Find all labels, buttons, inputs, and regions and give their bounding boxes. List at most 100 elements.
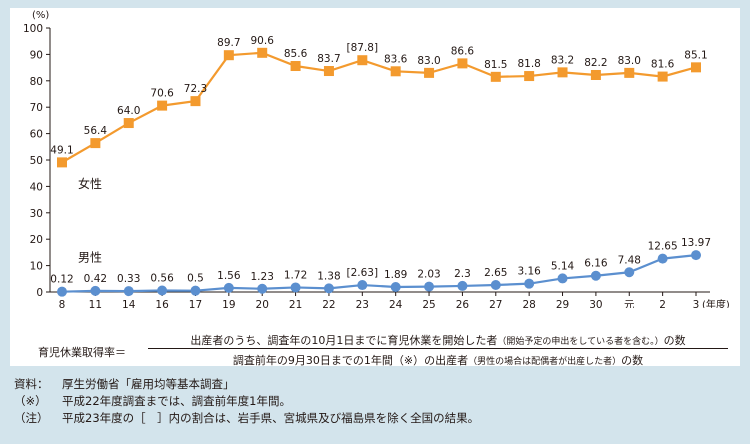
data-label: [2.63] — [347, 267, 379, 279]
x-tick-label: 25 — [422, 299, 435, 308]
y-tick-label: 60 — [30, 129, 43, 141]
data-point — [90, 138, 101, 149]
x-tick-label: 8 — [59, 299, 66, 308]
note-source: 資料： 厚生労働省「雇用均等基本調査」 — [14, 376, 479, 393]
data-label: 5.14 — [551, 260, 575, 272]
note-label: （※） — [14, 394, 47, 408]
data-point — [657, 253, 668, 264]
data-point — [223, 50, 234, 61]
data-point — [557, 67, 568, 78]
data-point — [624, 67, 635, 78]
y-tick-label: 30 — [30, 208, 43, 220]
data-point — [424, 67, 435, 78]
data-label: 0.12 — [50, 274, 73, 286]
data-label: 13.97 — [681, 237, 711, 249]
data-label: 1.56 — [217, 270, 241, 282]
x-tick-label: 元 — [624, 299, 635, 308]
x-tick-label: 23 — [356, 299, 369, 308]
data-point — [157, 285, 168, 296]
data-point — [524, 278, 535, 289]
x-tick-label: 3 — [693, 299, 700, 308]
data-label: 83.7 — [317, 53, 340, 65]
formula-numerator-tail: の数 — [663, 334, 686, 347]
data-label: 0.42 — [84, 273, 107, 285]
data-label: 1.72 — [284, 269, 307, 281]
formula-denominator-main: 調査前年の9月30日までの1年間（※）の出産者 — [232, 354, 469, 367]
formula-denominator-note: （男性の場合は配偶者が出産した者） — [468, 357, 622, 367]
x-tick-label: 16 — [155, 299, 169, 308]
data-point — [357, 55, 368, 66]
data-label: 12.65 — [648, 241, 678, 253]
data-label: [87.8] — [347, 42, 379, 54]
data-point — [190, 285, 201, 296]
data-label: 0.33 — [117, 273, 140, 285]
x-tick-label: 2 — [659, 299, 666, 308]
data-label: 2.65 — [484, 267, 507, 279]
data-label: 0.56 — [150, 273, 174, 285]
data-point — [323, 283, 334, 294]
data-label: 81.5 — [484, 59, 507, 71]
data-label: 49.1 — [50, 144, 73, 156]
x-tick-label: 14 — [122, 299, 136, 308]
data-label: 6.16 — [584, 258, 608, 270]
data-label: 86.6 — [451, 45, 475, 57]
x-tick-label: 26 — [456, 299, 470, 308]
data-label: 2.3 — [454, 268, 471, 280]
x-tick-label: 17 — [189, 299, 202, 308]
data-label: 83.0 — [417, 55, 440, 67]
formula-numerator-main: 出産者のうち、調査年の10月1日までに育児休業を開始した者 — [190, 334, 498, 347]
data-point — [123, 286, 134, 297]
data-point — [223, 282, 234, 293]
data-point — [390, 66, 401, 77]
data-label: 83.0 — [618, 55, 641, 67]
formula-denominator: 調査前年の9月30日までの1年間（※）の出産者（男性の場合は配偶者が出産した者）… — [148, 352, 728, 368]
notes: 資料： 厚生労働省「雇用均等基本調査」 （※） 平成22年度調査までは、調査前年度1… — [14, 376, 479, 427]
y-tick-label: 0 — [36, 287, 43, 299]
series-line — [61, 254, 697, 293]
x-tick-label: 28 — [522, 299, 535, 308]
y-tick-label: 20 — [30, 234, 43, 246]
data-point — [691, 250, 701, 261]
data-label: 85.6 — [284, 48, 308, 60]
note-text: 厚生労働省「雇用均等基本調査」 — [62, 377, 235, 391]
data-label: 56.4 — [84, 125, 108, 137]
data-point — [390, 282, 401, 293]
data-label: 64.0 — [117, 105, 140, 117]
note-label: （注） — [14, 411, 49, 425]
data-label: 81.6 — [651, 59, 675, 71]
data-point — [123, 118, 134, 129]
x-tick-label: 30 — [589, 299, 602, 308]
y-tick-label: 90 — [30, 49, 43, 61]
y-tick-label: 50 — [30, 155, 43, 167]
note-asterisk: （※） 平成22年度調査までは、調査前年度1年間。 — [14, 393, 479, 410]
x-tick-label: 27 — [489, 299, 502, 308]
data-point — [590, 69, 601, 80]
data-point — [557, 273, 568, 284]
data-point — [290, 282, 301, 293]
x-tick-label: 21 — [289, 299, 302, 308]
formula-numerator-note: （開始予定の申出をしている者を含む。） — [497, 337, 664, 347]
formula-block: 育児休業取得率＝ 出産者のうち、調査年の10月1日までに育児休業を開始した者（開… — [38, 332, 728, 372]
data-label: 83.6 — [384, 53, 408, 65]
data-point — [424, 281, 435, 292]
series-label-female: 女性 — [78, 176, 102, 191]
data-point — [190, 96, 201, 107]
data-point — [691, 62, 701, 73]
data-label: 7.48 — [618, 254, 641, 266]
formula-numerator: 出産者のうち、調査年の10月1日までに育児休業を開始した者（開始予定の申出をして… — [148, 332, 728, 348]
data-point — [90, 285, 101, 296]
data-point — [257, 47, 268, 58]
formula-label: 育児休業取得率＝ — [38, 346, 126, 359]
data-label: 3.16 — [517, 266, 541, 278]
data-label: 81.8 — [517, 58, 540, 70]
data-point — [57, 286, 67, 297]
x-axis-unit: (年度) — [702, 298, 730, 308]
data-point — [457, 58, 468, 69]
x-tick-label: 24 — [389, 299, 403, 308]
data-label: 1.89 — [384, 269, 407, 281]
line-chart: (%)01020304050607080901008(平成)1114161719… — [23, 10, 730, 308]
y-tick-label: 100 — [23, 23, 43, 35]
data-point — [490, 71, 501, 82]
data-label: 90.6 — [251, 35, 275, 47]
data-label: 2.03 — [417, 269, 440, 281]
